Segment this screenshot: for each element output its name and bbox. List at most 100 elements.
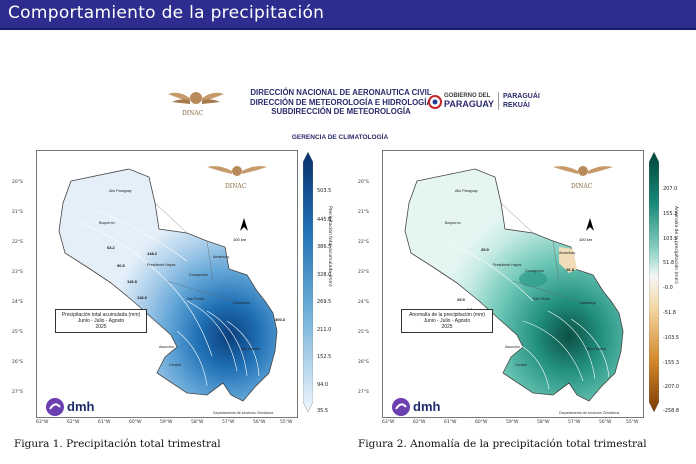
gov-top-text: GOBIERNO DEL xyxy=(444,93,491,99)
colorbar-tick: 503.5 xyxy=(317,188,332,194)
dmh-text: dmh xyxy=(67,399,95,414)
colorbar-title: Anomalía de la precipitación (mm) xyxy=(673,206,678,284)
government-logo: GOBIERNO DEL PARAGUAY PARAGUÁI REKUÁI xyxy=(426,90,546,116)
banner-line-1: DIRECCIÓN NACIONAL DE AERONAUTICA CIVIL xyxy=(250,88,432,97)
lon-label: 56°W xyxy=(599,420,612,425)
north-arrow-icon xyxy=(240,218,248,231)
lat-label: 24°S xyxy=(358,300,369,305)
map-frame-precip: DINAC 100 km Boquerón Alto Paraguay Pres… xyxy=(36,150,298,418)
dmh-logo-icon xyxy=(46,398,64,416)
lat-label: 21°S xyxy=(12,210,23,215)
north-arrow-icon xyxy=(586,218,594,231)
place-label: Alto Paraná xyxy=(587,347,606,351)
lat-label: 27°S xyxy=(12,390,23,395)
place-label: Alto Paraguay xyxy=(455,189,478,193)
place-label: San Pedro xyxy=(187,297,204,301)
lat-label: 21°S xyxy=(358,210,369,215)
slide-title: Comportamiento de la precipitación xyxy=(8,3,325,23)
lon-label: 61°W xyxy=(444,420,457,425)
dmh-logo: dmh xyxy=(389,395,449,417)
scale-label: 100 km xyxy=(233,237,247,242)
figure-anomaly-map: 20°S 21°S 22°S 23°S 24°S 25°S 26°S 27°S xyxy=(356,146,696,426)
lat-label: 27°S xyxy=(358,390,369,395)
lat-label: 26°S xyxy=(358,360,369,365)
colorbar-tick: -0.0 xyxy=(663,285,673,291)
colorbar-tick: -258.8 xyxy=(663,408,680,414)
map-legend-box: Anomalía de la precipitación (mm) Junio … xyxy=(401,309,493,333)
place-label: Boquerón xyxy=(445,221,461,225)
contour-label: 118.6 xyxy=(137,295,147,300)
place-label: Alto Paraguay xyxy=(109,189,132,193)
lon-label: 59°W xyxy=(160,420,173,425)
lat-label: 20°S xyxy=(358,180,369,185)
contour-label: -51.8 xyxy=(565,267,575,272)
dmh-text: dmh xyxy=(413,399,441,414)
place-label: Amambay xyxy=(559,251,576,255)
lon-label: 55°W xyxy=(626,420,639,425)
place-label: Boquerón xyxy=(99,221,115,225)
dinac-wings-logo xyxy=(168,92,224,104)
lon-label: 63°W xyxy=(36,420,49,425)
contour-label: 25.9 xyxy=(457,297,465,302)
slide-header: Comportamiento de la precipitación xyxy=(0,0,696,30)
place-label: Central xyxy=(515,363,527,367)
colorbar-tick: 51.8 xyxy=(663,260,675,266)
figure-1-caption: Figura 1. Precipitación total trimestral xyxy=(14,438,221,450)
colorbar-tick: 155.3 xyxy=(663,211,678,217)
place-label: Central xyxy=(169,363,181,367)
legend-year: 2025 xyxy=(95,324,107,330)
colorbar-tick: -207.0 xyxy=(663,384,680,390)
contour-label: 90.5 xyxy=(117,263,125,268)
lat-label: 25°S xyxy=(12,330,23,335)
map-dinac-logo xyxy=(553,166,613,176)
place-label: Asunción xyxy=(159,345,174,349)
gov-main-text: PARAGUAY xyxy=(444,99,495,109)
precip-colorbar xyxy=(303,152,313,412)
paraguay-shape xyxy=(404,168,624,402)
legend-period: Junio - Julio - Agosto xyxy=(77,318,125,324)
place-label: Amambay xyxy=(213,255,230,259)
figure-precipitation-map: 20°S 21°S 22°S 23°S 24°S 25°S 26°S 27°S xyxy=(10,146,350,426)
lon-label: 58°W xyxy=(191,420,204,425)
lon-label: 60°W xyxy=(475,420,488,425)
map-dinac-logo xyxy=(207,166,267,176)
dinac-text: DINAC xyxy=(182,110,204,117)
place-label: Alto Paraná xyxy=(241,347,260,351)
lon-label: 62°W xyxy=(67,420,80,425)
lon-label: 63°W xyxy=(382,420,395,425)
colorbar-tick: 35.5 xyxy=(317,408,329,414)
place-label: Asunción xyxy=(505,345,520,349)
colorbar-title: Precipitación total acumulada (mm) xyxy=(327,206,332,287)
scale-label: 100 km xyxy=(579,237,593,242)
motto-line-1: PARAGUÁI xyxy=(503,93,540,100)
figure-2-caption: Figura 2. Anomalía de la precipitación t… xyxy=(358,438,647,450)
place-label: Canindeyú xyxy=(579,301,597,305)
colorbar-tick: 207.0 xyxy=(663,186,678,192)
banner-line-2: DIRECCIÓN DE METEOROLOGÍA E HIDROLOGÍA xyxy=(249,97,433,107)
banner-lines: DIRECCIÓN NACIONAL DE AERONAUTICA CIVIL … xyxy=(236,88,446,117)
contour-label: 148.2 xyxy=(147,251,158,256)
place-label: Concepción xyxy=(189,273,208,277)
precip-map-svg xyxy=(58,168,278,402)
colorbar-tick: 211.0 xyxy=(317,327,332,333)
anomaly-colorbar xyxy=(649,152,659,412)
lon-label: 57°W xyxy=(222,420,235,425)
colorbar-tick: 94.0 xyxy=(317,382,329,388)
lon-label: 60°W xyxy=(129,420,142,425)
map-legend-box: Precipitación total acumulada (mm) Junio… xyxy=(55,309,147,333)
colorbar-tick: -103.5 xyxy=(663,335,680,341)
lat-label: 22°S xyxy=(12,240,23,245)
colorbar-tick: 386.5 xyxy=(317,244,332,250)
lat-label: 25°S xyxy=(358,330,369,335)
lon-label: 57°W xyxy=(568,420,581,425)
legend-year: 2025 xyxy=(441,324,453,330)
lat-label: 26°S xyxy=(12,360,23,365)
contour-label: 25.9 xyxy=(481,247,489,252)
legend-title: Precipitación total acumulada (mm) xyxy=(61,312,141,318)
negative-anomaly-area xyxy=(559,247,577,273)
colorbar-tick: 445.0 xyxy=(317,217,332,223)
lon-label: 58°W xyxy=(537,420,550,425)
anomaly-map-svg xyxy=(404,168,624,402)
lat-label: 20°S xyxy=(12,180,23,185)
map-dinac-text: DINAC xyxy=(571,183,593,190)
